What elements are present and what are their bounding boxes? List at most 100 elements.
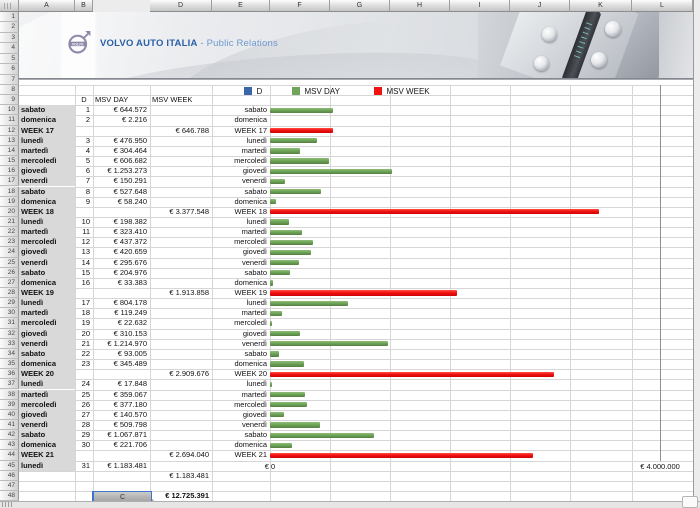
- row-header-33[interactable]: 33: [0, 338, 19, 349]
- cell-A29[interactable]: lunedì: [19, 298, 75, 309]
- cell-C21[interactable]: € 198.382: [113, 216, 147, 226]
- scroll-corner[interactable]: [682, 495, 698, 508]
- cell-B42[interactable]: 29: [81, 430, 90, 440]
- cell-E19[interactable]: domenica: [234, 196, 267, 206]
- chart-bar-giovedì-r40[interactable]: [270, 412, 284, 418]
- cell-E16[interactable]: giovedì: [242, 166, 267, 176]
- row-header-45[interactable]: 45: [0, 460, 19, 471]
- cell-B23[interactable]: 12: [81, 237, 90, 247]
- cell-C29[interactable]: € 804.178: [113, 298, 147, 308]
- row-header-32[interactable]: 32: [0, 328, 19, 339]
- cell-A14[interactable]: martedì: [19, 145, 75, 157]
- chart-bar-sabato-r34[interactable]: [270, 351, 280, 357]
- cell-E37[interactable]: lunedì: [246, 379, 267, 389]
- cell-A30[interactable]: martedì: [19, 308, 75, 319]
- row-header-18[interactable]: 18: [0, 186, 19, 197]
- cell-C38[interactable]: € 359.067: [113, 389, 147, 399]
- row-header-9[interactable]: 9: [0, 95, 19, 106]
- cell-A28[interactable]: WEEK 19: [19, 288, 75, 299]
- chart-bar-domenica-r19[interactable]: [270, 199, 276, 205]
- chart-bar-week-17-r12[interactable]: [270, 128, 334, 134]
- chart-bar-week-20-r36[interactable]: [270, 371, 554, 377]
- cell-B14[interactable]: 4: [85, 145, 90, 155]
- cell-C34[interactable]: € 93.005: [117, 348, 147, 358]
- chart-bar-week-19-r28[interactable]: [270, 290, 457, 296]
- cell-A31[interactable]: mercoledì: [19, 318, 75, 329]
- row-header-2[interactable]: 2: [0, 22, 19, 33]
- chart-bar-martedì-r14[interactable]: [270, 148, 300, 154]
- row-header-1[interactable]: 1: [0, 12, 19, 23]
- header-cell-msv-week[interactable]: MSV WEEK: [152, 95, 193, 105]
- chart-bar-week-21-r44[interactable]: [270, 452, 533, 459]
- chart-bar-lunedì-r29[interactable]: [270, 300, 349, 306]
- row-header-44[interactable]: 44: [0, 450, 19, 461]
- row-header-8[interactable]: 8: [0, 85, 19, 96]
- cell-B25[interactable]: 14: [81, 257, 90, 267]
- cell-C10[interactable]: € 644.572: [113, 105, 147, 115]
- cell-D46[interactable]: € 1.183.481: [169, 470, 209, 480]
- row-header-28[interactable]: 28: [0, 288, 19, 299]
- cell-A15[interactable]: mercoledì: [19, 156, 75, 167]
- cell-D48[interactable]: € 12.725.391: [165, 491, 209, 500]
- row-header-42[interactable]: 42: [0, 430, 19, 441]
- chart-bar-martedì-r22[interactable]: [270, 229, 302, 235]
- row-header-11[interactable]: 11: [0, 115, 19, 126]
- row-header-10[interactable]: 10: [0, 105, 19, 116]
- cell-A10[interactable]: sabato: [19, 105, 75, 116]
- cell-C23[interactable]: € 437.372: [113, 237, 147, 247]
- chart-bar-venerdì-r33[interactable]: [270, 341, 389, 347]
- chart-bar-sabato-r26[interactable]: [270, 270, 290, 276]
- cell-A13[interactable]: lunedì: [19, 135, 75, 146]
- cell-C43[interactable]: € 221.706: [113, 440, 147, 450]
- cell-C14[interactable]: € 304.464: [113, 145, 147, 155]
- cell-C25[interactable]: € 295.676: [113, 257, 147, 267]
- cell-B18[interactable]: 8: [85, 186, 90, 196]
- cell-B34[interactable]: 22: [81, 348, 90, 358]
- cell-E32[interactable]: giovedì: [242, 328, 267, 338]
- cell-E41[interactable]: venerdì: [241, 419, 267, 429]
- cell-A26[interactable]: sabato: [19, 267, 75, 278]
- row-header-31[interactable]: 31: [0, 318, 19, 329]
- cell-E44[interactable]: WEEK 21: [234, 450, 267, 460]
- cell-B24[interactable]: 13: [81, 247, 90, 257]
- chart-bar-lunedì-r21[interactable]: [270, 219, 290, 225]
- cell-A35[interactable]: domenica: [19, 359, 75, 370]
- row-header-26[interactable]: 26: [0, 267, 19, 278]
- column-header-D[interactable]: D: [150, 0, 212, 12]
- cell-B45[interactable]: 31: [81, 460, 90, 470]
- cell-E34[interactable]: sabato: [244, 348, 267, 358]
- cell-A43[interactable]: domenica: [19, 440, 75, 451]
- row-header-36[interactable]: 36: [0, 369, 19, 380]
- cell-B13[interactable]: 3: [85, 135, 90, 145]
- cell-A17[interactable]: venerdì: [19, 176, 75, 187]
- cell-E29[interactable]: lunedì: [246, 298, 267, 308]
- cell-A16[interactable]: giovedì: [19, 166, 75, 177]
- cell-D28[interactable]: € 1.913.858: [169, 288, 209, 297]
- cell-C24[interactable]: € 420.659: [113, 247, 147, 257]
- column-header-I[interactable]: I: [450, 0, 510, 12]
- cell-B15[interactable]: 5: [85, 156, 90, 166]
- cell-C18[interactable]: € 527.648: [113, 186, 147, 196]
- cell-C15[interactable]: € 606.682: [113, 156, 147, 166]
- cell-B26[interactable]: 15: [81, 267, 90, 277]
- cell-C26[interactable]: € 204.976: [113, 267, 147, 277]
- chart-bar-lunedì-r37[interactable]: [270, 381, 272, 388]
- chart-bar-venerdì-r17[interactable]: [270, 178, 285, 185]
- cell-A32[interactable]: giovedì: [19, 328, 75, 339]
- cell-A40[interactable]: giovedì: [19, 409, 75, 420]
- cell-C45[interactable]: € 1.183.481: [107, 460, 147, 470]
- column-header-L[interactable]: L: [632, 0, 693, 12]
- row-header-34[interactable]: 34: [0, 348, 19, 360]
- cell-B40[interactable]: 27: [81, 409, 90, 419]
- chart-bar-domenica-r43[interactable]: [270, 442, 292, 448]
- cell-A27[interactable]: domenica: [19, 277, 75, 288]
- cell-E27[interactable]: domenica: [234, 277, 267, 287]
- row-header-43[interactable]: 43: [0, 440, 19, 451]
- cell-A25[interactable]: venerdì: [19, 257, 75, 268]
- cell-C30[interactable]: € 119.249: [114, 308, 147, 318]
- chart-bar-lunedì-r13[interactable]: [270, 138, 317, 144]
- cell-A42[interactable]: sabato: [19, 430, 75, 441]
- row-header-25[interactable]: 25: [0, 257, 19, 268]
- cell-E10[interactable]: sabato: [244, 105, 267, 115]
- chart-bar-mercoledì-r31[interactable]: [270, 320, 273, 327]
